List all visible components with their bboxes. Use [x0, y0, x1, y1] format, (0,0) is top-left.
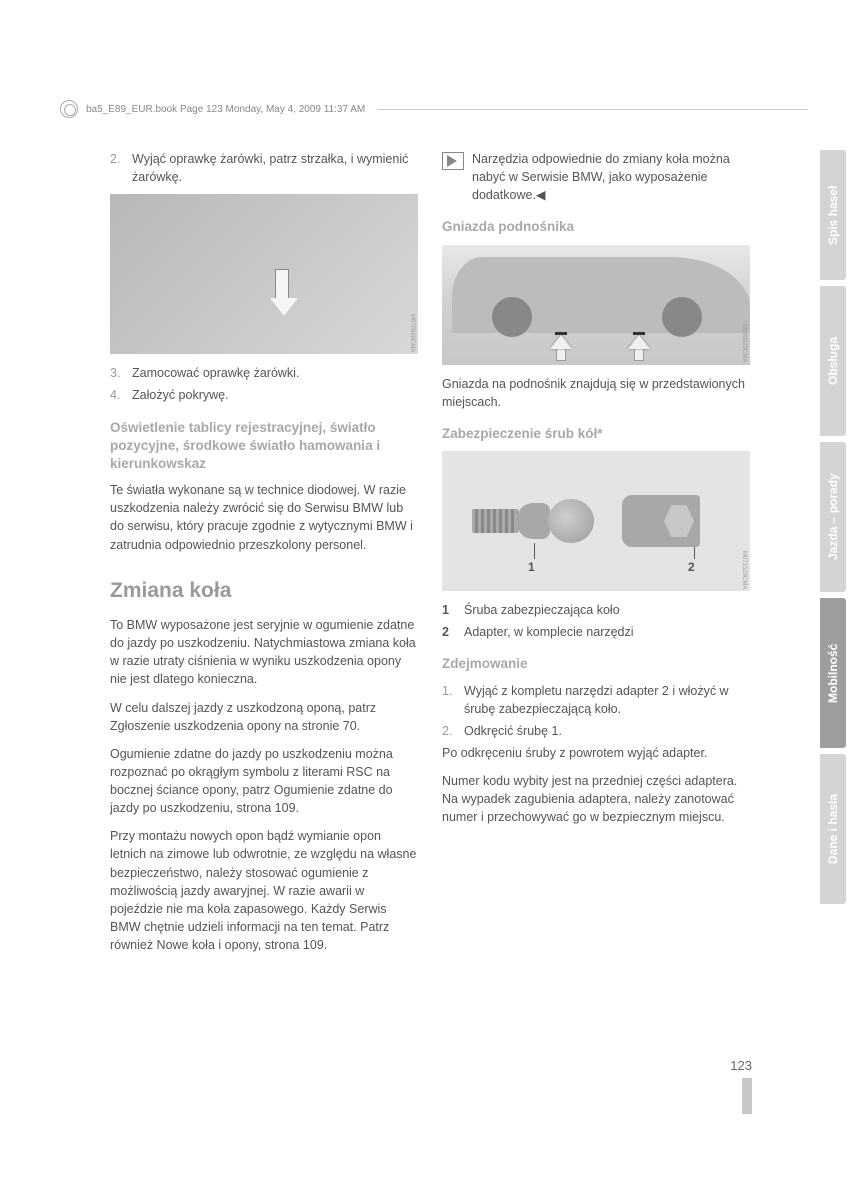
figure-code: M070520CMA [407, 314, 416, 352]
tab-driving-tips[interactable]: Jazda – porady [820, 442, 846, 592]
header-text: ba5_E89_EUR.book Page 123 Monday, May 4,… [86, 104, 365, 115]
tab-index[interactable]: Spis haseł [820, 150, 846, 280]
paragraph: W celu dalszej jazdy z uszkodzoną oponą,… [110, 699, 418, 735]
paragraph: Gniazda na podnośnik znajdują się w prze… [442, 375, 750, 411]
paragraph: Ogumienie zdatne do jazdy po uszkodzeniu… [110, 745, 418, 818]
label-line [534, 543, 535, 559]
list-item: 2. Odkręcić śrubę 1. [442, 722, 750, 740]
step-number: 2. [110, 150, 124, 186]
figure-label-1: 1 [528, 559, 535, 576]
play-note-icon [442, 152, 464, 170]
header-rule [377, 109, 808, 110]
up-arrow-icon [550, 335, 572, 361]
list-item: 4. Założyć pokrywę. [110, 386, 418, 404]
heading-wheel-bolt-lock: Zabezpieczenie śrub kół* [442, 425, 750, 443]
step-number: 2. [442, 722, 456, 740]
tab-data[interactable]: Dane i hasła [820, 754, 846, 904]
heading-led-lights: Oświetlenie tablicy rejestracyjnej, świa… [110, 419, 418, 474]
list-item: 1. Wyjąć z kompletu narzędzi adapter 2 i… [442, 682, 750, 718]
tab-operation[interactable]: Obsługa [820, 286, 846, 436]
figure-jack-points: M090529CMA [442, 245, 750, 365]
figure-wheel-bolt: 1 2 M071529CMA [442, 451, 750, 591]
right-column: Narzędzia odpowiednie do zmiany koła moż… [442, 150, 750, 964]
note-text: Narzędzia odpowiednie do zmiany koła moż… [472, 150, 750, 204]
list-item: 3. Zamocować oprawkę żarówki. [110, 364, 418, 382]
legend-number: 1 [442, 601, 454, 619]
legend-item: 1 Śruba zabezpieczająca koło [442, 601, 750, 619]
step-text: Wyjąć oprawkę żarówki, patrz strzałka, i… [132, 150, 418, 186]
paragraph: Po odkręceniu śruby z powrotem wyjąć ada… [442, 744, 750, 762]
note-block: Narzędzia odpowiednie do zmiany koła moż… [442, 150, 750, 204]
page-number: 123 [730, 1058, 752, 1073]
heading-wheel-change: Zmiana koła [110, 576, 418, 606]
paragraph: To BMW wyposażone jest seryjnie w ogumie… [110, 616, 418, 689]
list-item: 2. Wyjąć oprawkę żarówki, patrz strzałka… [110, 150, 418, 186]
label-line [694, 547, 695, 559]
heading-jack-points: Gniazda podnośnika [442, 218, 750, 236]
figure-code: M090529CMA [739, 324, 748, 362]
content-area: 2. Wyjąć oprawkę żarówki, patrz strzałka… [110, 150, 750, 964]
step-number: 1. [442, 682, 456, 718]
legend-item: 2 Adapter, w komplecie narzędzi [442, 623, 750, 641]
step-number: 4. [110, 386, 124, 404]
step-text: Założyć pokrywę. [132, 386, 229, 404]
adapter-illustration [622, 495, 700, 547]
paragraph: Numer kodu wybity jest na przedniej częś… [442, 772, 750, 826]
figure-bulb-holder: M070520CMA [110, 194, 418, 354]
legend-text: Adapter, w komplecie narzędzi [464, 623, 634, 641]
paragraph: Przy montażu nowych opon bądź wymianie o… [110, 827, 418, 954]
left-column: 2. Wyjąć oprawkę żarówki, patrz strzałka… [110, 150, 418, 964]
up-arrow-icon [628, 335, 650, 361]
figure-code: M071529CMA [739, 551, 748, 589]
bolt-illustration [472, 499, 602, 543]
step-text: Odkręcić śrubę 1. [464, 722, 562, 740]
legend-text: Śruba zabezpieczająca koło [464, 601, 620, 619]
wheel-icon [662, 297, 702, 337]
page-marker [742, 1078, 752, 1114]
header-ornament-icon [60, 100, 78, 118]
step-text: Zamocować oprawkę żarówki. [132, 364, 299, 382]
step-number: 3. [110, 364, 124, 382]
wheel-icon [492, 297, 532, 337]
paragraph: Te światła wykonane są w technice diodow… [110, 481, 418, 554]
page-header: ba5_E89_EUR.book Page 123 Monday, May 4,… [60, 100, 808, 118]
figure-label-2: 2 [688, 559, 695, 576]
down-arrow-icon [270, 269, 294, 319]
heading-removal: Zdejmowanie [442, 655, 750, 673]
step-text: Wyjąć z kompletu narzędzi adapter 2 i wł… [464, 682, 750, 718]
legend-number: 2 [442, 623, 454, 641]
side-tabs: Spis haseł Obsługa Jazda – porady Mobiln… [820, 150, 848, 910]
tab-mobility[interactable]: Mobilność [820, 598, 846, 748]
